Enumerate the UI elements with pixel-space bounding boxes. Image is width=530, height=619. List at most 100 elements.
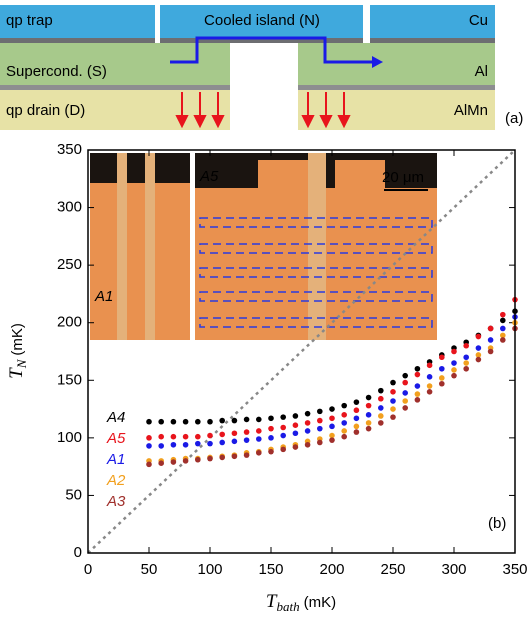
point bbox=[231, 430, 238, 437]
point bbox=[475, 345, 482, 351]
point bbox=[268, 415, 274, 422]
x-tick-label: 0 bbox=[84, 561, 92, 578]
point bbox=[341, 428, 348, 434]
point bbox=[231, 417, 238, 424]
y-tick-label: 300 bbox=[57, 199, 82, 216]
point bbox=[182, 433, 189, 440]
point bbox=[329, 423, 335, 430]
point bbox=[231, 438, 238, 445]
point bbox=[353, 429, 360, 435]
inset-label: A1 bbox=[94, 288, 113, 305]
point bbox=[195, 433, 201, 440]
point bbox=[280, 424, 287, 431]
point bbox=[207, 418, 213, 425]
point bbox=[390, 379, 396, 386]
label: qp drain (D) bbox=[6, 102, 85, 119]
point bbox=[487, 325, 494, 332]
point bbox=[280, 414, 287, 420]
point bbox=[304, 410, 311, 417]
y-tick-label: 150 bbox=[57, 371, 82, 388]
y-tick-label: 350 bbox=[57, 141, 82, 158]
layer bbox=[370, 38, 495, 43]
point bbox=[146, 461, 152, 468]
point bbox=[378, 405, 384, 411]
point bbox=[146, 443, 152, 449]
point bbox=[158, 460, 164, 466]
point bbox=[402, 405, 409, 411]
point bbox=[268, 448, 274, 455]
point bbox=[414, 391, 421, 397]
y-tick-label: 100 bbox=[57, 429, 82, 446]
point bbox=[353, 415, 360, 422]
point bbox=[341, 420, 348, 426]
arrow-head bbox=[372, 56, 383, 68]
point bbox=[170, 459, 177, 465]
point bbox=[243, 429, 250, 435]
panel-label: (a) bbox=[505, 110, 523, 127]
point bbox=[268, 435, 274, 441]
legend-label: A4 bbox=[106, 409, 125, 426]
inset-pad bbox=[258, 160, 308, 200]
point bbox=[219, 454, 225, 461]
y-tick-label: 250 bbox=[57, 256, 82, 273]
point bbox=[439, 354, 445, 361]
label: qp trap bbox=[6, 12, 53, 29]
point bbox=[414, 371, 421, 378]
point bbox=[158, 443, 164, 449]
layer bbox=[160, 38, 363, 43]
point bbox=[280, 432, 287, 439]
insets: A1 A5 20 μm bbox=[90, 153, 437, 340]
legend-label: A3 bbox=[106, 493, 126, 510]
point bbox=[402, 379, 409, 386]
point bbox=[500, 317, 506, 324]
layer bbox=[298, 85, 495, 90]
point bbox=[195, 418, 201, 425]
scale-label: 20 μm bbox=[382, 169, 424, 186]
x-tick-label: 300 bbox=[441, 561, 466, 578]
qp-trap-block bbox=[0, 5, 155, 38]
x-tick-label: 150 bbox=[258, 561, 283, 578]
x-tick-label: 100 bbox=[197, 561, 222, 578]
point bbox=[402, 398, 409, 404]
point bbox=[426, 374, 433, 380]
legend-label: A1 bbox=[106, 451, 125, 468]
point bbox=[304, 428, 311, 434]
point bbox=[487, 348, 494, 355]
y-tick-label: 50 bbox=[65, 486, 82, 503]
label: AlMn bbox=[454, 102, 488, 119]
point bbox=[292, 422, 299, 428]
schematic: qp trap Cooled island (N) Cu Supercond. … bbox=[0, 5, 523, 130]
point bbox=[195, 440, 201, 447]
label: Supercond. (S) bbox=[6, 63, 107, 80]
y-tick-label: 200 bbox=[57, 314, 82, 331]
layer bbox=[0, 85, 230, 90]
point bbox=[500, 337, 506, 343]
point bbox=[390, 398, 396, 404]
cu-block bbox=[370, 5, 495, 38]
point bbox=[219, 431, 225, 438]
point bbox=[182, 441, 189, 448]
point bbox=[500, 325, 506, 332]
axis-label-unit: (mK) bbox=[9, 323, 26, 356]
point bbox=[219, 417, 225, 424]
point bbox=[451, 372, 457, 379]
axis-label: Tbath (mK) bbox=[266, 591, 336, 614]
inset-line bbox=[117, 153, 127, 340]
arrow bbox=[170, 36, 375, 64]
x-tick-label: 350 bbox=[502, 561, 527, 578]
point bbox=[170, 418, 177, 425]
point bbox=[439, 380, 445, 387]
panel-label: (b) bbox=[488, 515, 506, 532]
point bbox=[390, 414, 396, 420]
label: Al bbox=[475, 63, 488, 80]
drain-arrows bbox=[175, 92, 351, 129]
inset-label: A5 bbox=[199, 168, 219, 185]
point bbox=[463, 354, 470, 361]
point bbox=[463, 365, 470, 372]
point bbox=[451, 348, 457, 355]
point bbox=[426, 389, 433, 395]
point bbox=[426, 383, 433, 389]
point bbox=[304, 441, 311, 448]
point bbox=[365, 402, 372, 409]
point bbox=[329, 406, 335, 412]
